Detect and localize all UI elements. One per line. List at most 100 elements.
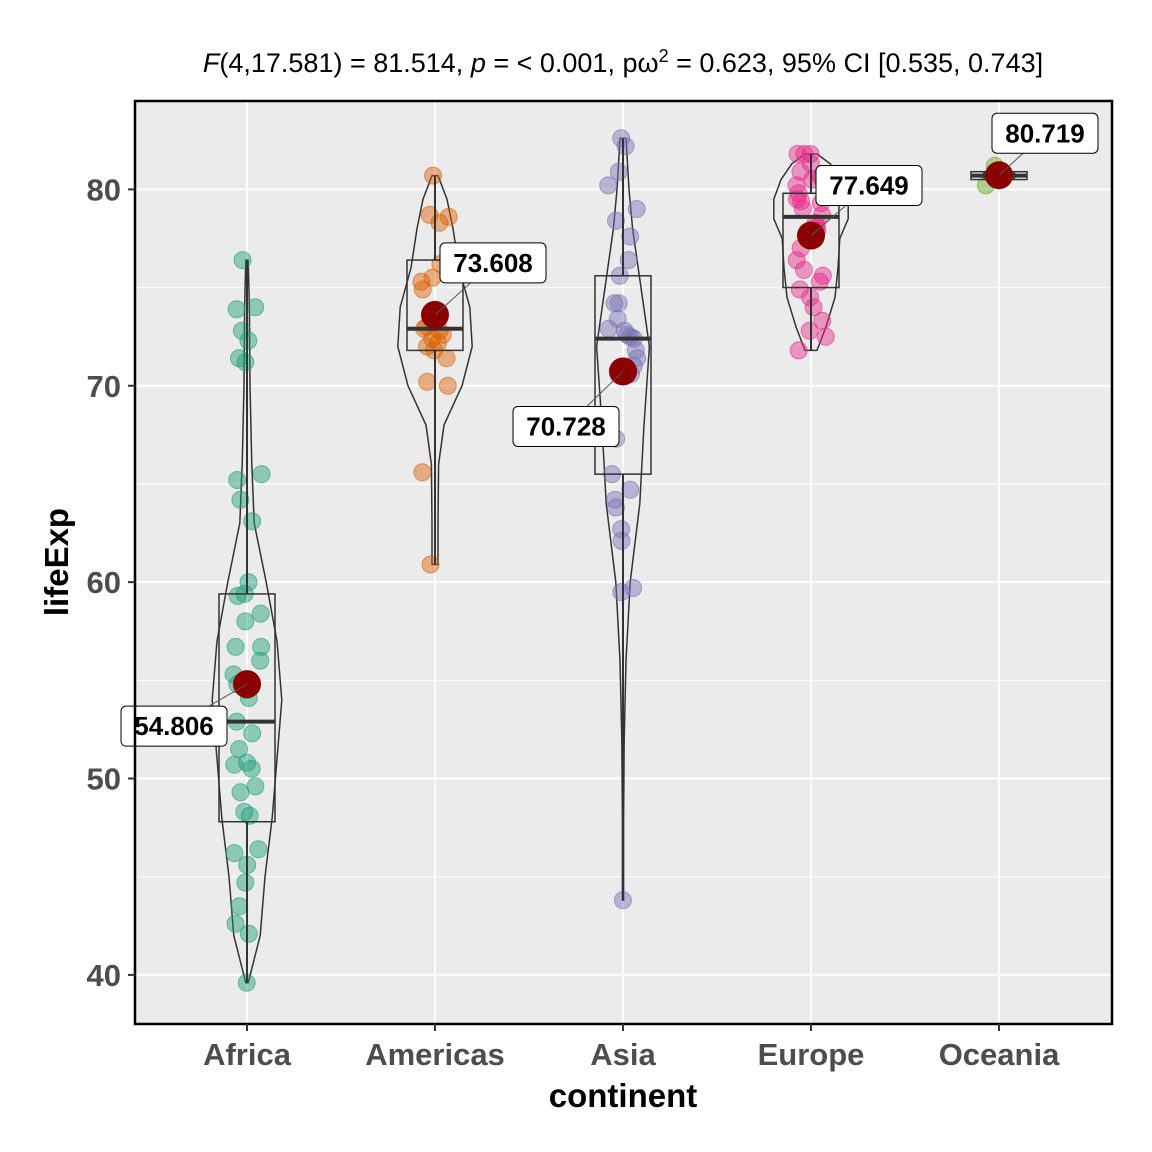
data-point: [813, 266, 832, 285]
data-point: [627, 200, 646, 218]
data-point: [235, 802, 254, 821]
data-point: [243, 724, 262, 743]
data-point: [438, 376, 457, 395]
data-point: [239, 573, 258, 592]
x-tick-label: Africa: [203, 1037, 292, 1072]
y-axis-ticks: 40 50 60 70 80: [87, 172, 135, 993]
box: [406, 259, 464, 352]
data-point: [612, 583, 631, 601]
data-point: [249, 840, 268, 859]
subtitle-f-stat: (4,17.581) = 81.514,: [219, 48, 470, 78]
x-tick-label: Europe: [758, 1037, 865, 1072]
data-point: [420, 205, 439, 224]
subtitle-p-rest: = < 0.001, p: [486, 48, 638, 78]
data-point: [612, 520, 631, 539]
subtitle-p-label: p: [470, 48, 486, 78]
data-point: [413, 280, 432, 299]
subtitle-superscript: 2: [659, 46, 669, 66]
mean-label: 77.649: [829, 171, 909, 201]
data-point: [424, 166, 443, 185]
mean-label: 70.728: [526, 411, 606, 441]
mean-label: 80.719: [1005, 118, 1085, 148]
data-point: [230, 349, 248, 368]
data-point: [238, 753, 256, 772]
data-point: [251, 651, 270, 670]
data-point: [239, 331, 258, 350]
data-point: [242, 759, 261, 778]
data-point: [599, 176, 618, 195]
data-point: [813, 311, 832, 330]
data-point: [236, 873, 255, 892]
y-tick-label: 70: [87, 369, 121, 404]
data-point: [609, 162, 628, 181]
data-point: [609, 294, 628, 313]
data-point: [418, 372, 437, 391]
x-axis-title: continent: [549, 1077, 697, 1114]
data-point: [606, 498, 625, 517]
mean-labels: 54.806 73.608 70.728 77.649 80.719: [120, 112, 1099, 747]
violin-americas: [397, 174, 473, 566]
data-point: [412, 272, 431, 291]
data-point: [246, 777, 265, 796]
violin-africa: [211, 259, 283, 984]
data-point: [624, 579, 643, 597]
data-point: [605, 294, 624, 313]
data-point: [607, 211, 625, 230]
data-point: [608, 310, 627, 328]
data-point: [619, 251, 638, 270]
data-point: [230, 897, 249, 916]
data-point: [230, 740, 249, 759]
data-point: [225, 844, 244, 863]
y-tick-label: 80: [87, 172, 121, 207]
data-point: [794, 260, 813, 279]
data-point: [606, 490, 625, 509]
data-point: [226, 914, 245, 933]
data-point: [621, 480, 640, 499]
data-point: [227, 300, 246, 319]
data-point: [236, 612, 255, 631]
subtitle-effect-size: = 0.623, 95% CI [0.535, 0.743]: [669, 48, 1044, 78]
y-tick-label: 50: [87, 762, 121, 797]
mean-label-box: [512, 405, 620, 447]
mean-label-box: [991, 112, 1099, 154]
data-point: [788, 145, 807, 163]
data-point: [239, 924, 258, 943]
subtitle-omega: ω: [637, 48, 658, 78]
y-tick-label: 40: [87, 958, 121, 993]
chart-subtitle: F(4,17.581) = 81.514, p = < 0.001, pω2 =…: [203, 46, 1043, 78]
box: [594, 275, 652, 475]
data-point: [612, 129, 631, 148]
data-point: [439, 207, 458, 226]
mean-label-box: [120, 705, 228, 747]
mean-label-box: [439, 242, 547, 284]
data-point: [226, 637, 245, 656]
box: [782, 192, 840, 289]
data-point: [228, 471, 247, 489]
x-tick-label: Asia: [590, 1037, 656, 1072]
data-point: [804, 298, 823, 317]
boxplots: [218, 138, 1028, 983]
mean-label: 73.608: [453, 248, 533, 278]
data-point: [252, 465, 271, 484]
data-point: [251, 604, 270, 623]
x-axis-ticks: Africa Americas Asia Europe Oceania: [203, 1024, 1060, 1072]
x-tick-label: Americas: [365, 1037, 505, 1072]
data-point: [787, 251, 806, 270]
data-point: [800, 321, 819, 340]
x-tick-label: Oceania: [939, 1037, 1060, 1072]
subtitle-f-label: F: [203, 48, 221, 78]
y-tick-label: 60: [87, 565, 121, 600]
data-point: [810, 272, 829, 291]
data-point: [246, 298, 265, 317]
mean-label: 54.806: [134, 711, 214, 741]
data-point: [252, 637, 271, 656]
data-point: [816, 327, 835, 346]
mean-label-box: [815, 165, 923, 207]
violin-asia: [595, 137, 651, 902]
data-point: [626, 341, 645, 360]
data-point: [228, 586, 247, 605]
data-point: [788, 190, 807, 209]
data-point: [413, 463, 432, 482]
y-axis-title: lifeExp: [38, 508, 75, 616]
